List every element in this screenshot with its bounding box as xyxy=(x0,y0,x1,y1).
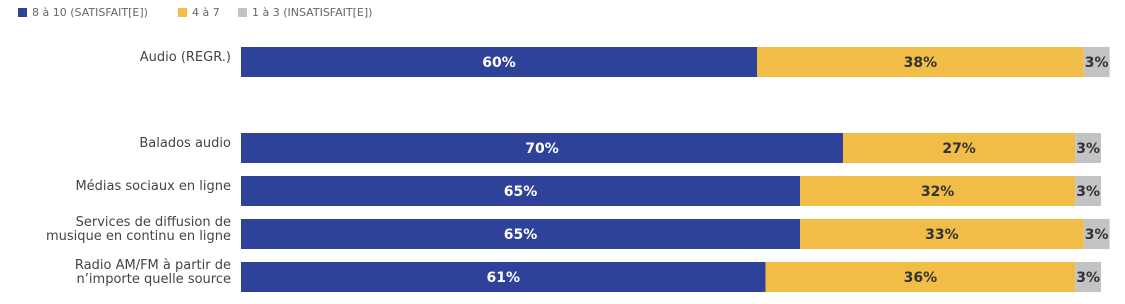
bar-segment xyxy=(765,262,1076,292)
bar-segment xyxy=(757,47,1084,77)
value-label: 3% xyxy=(1076,141,1100,157)
value-label: 33% xyxy=(925,227,959,243)
bar-segment xyxy=(1075,133,1101,163)
legend-item: 4 à 7 xyxy=(178,6,220,19)
legend-swatch xyxy=(238,8,247,17)
category-label: Médias sociaux en ligne xyxy=(75,179,231,194)
legend-item: 8 à 10 (SATISFAIT[E]) xyxy=(18,6,148,19)
value-label: 70% xyxy=(525,141,559,157)
value-label: 65% xyxy=(504,184,538,200)
category-label: Radio AM/FM à partir de n’importe quelle… xyxy=(74,258,231,287)
value-label: 60% xyxy=(482,55,516,71)
value-label: 36% xyxy=(904,270,938,286)
bar-segment xyxy=(241,176,800,206)
legend-label: 4 à 7 xyxy=(192,6,220,19)
value-label: 32% xyxy=(921,184,955,200)
bar-segment xyxy=(800,176,1076,206)
value-label: 3% xyxy=(1076,184,1100,200)
legend-label: 1 à 3 (INSATISFAIT[E]) xyxy=(252,6,373,19)
bar-segment xyxy=(800,219,1084,249)
value-label: 3% xyxy=(1085,55,1109,71)
value-label: 65% xyxy=(504,227,538,243)
value-label: 27% xyxy=(942,141,976,157)
value-label: 38% xyxy=(904,55,938,71)
value-label: 3% xyxy=(1085,227,1109,243)
bar-segment xyxy=(241,262,766,292)
bar-segment xyxy=(241,219,800,249)
legend-label: 8 à 10 (SATISFAIT[E]) xyxy=(32,6,148,19)
category-label: Audio (REGR.) xyxy=(139,50,231,65)
legend-item: 1 à 3 (INSATISFAIT[E]) xyxy=(238,6,372,19)
legend-swatch xyxy=(18,8,27,17)
bar-segment xyxy=(241,133,843,163)
bar-segment xyxy=(1083,47,1110,77)
bar-segment xyxy=(1075,176,1101,206)
bar-segment xyxy=(241,47,757,77)
bar-segment xyxy=(1083,219,1110,249)
value-label: 61% xyxy=(487,270,521,286)
legend-swatch xyxy=(178,8,187,17)
value-label: 3% xyxy=(1076,270,1100,286)
category-label: Balados audio xyxy=(139,136,231,151)
category-label: Services de diffusion de musique en cont… xyxy=(45,215,231,244)
bar-segment xyxy=(1075,262,1101,292)
bar-segment xyxy=(843,133,1076,163)
